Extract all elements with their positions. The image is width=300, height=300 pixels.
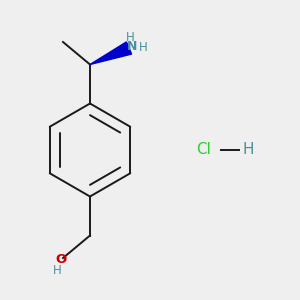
Text: N: N — [127, 40, 137, 53]
Text: H: H — [139, 41, 148, 54]
Text: Cl: Cl — [196, 142, 211, 158]
Text: H: H — [126, 31, 135, 44]
Text: H: H — [243, 142, 254, 158]
Text: O: O — [55, 253, 66, 266]
Polygon shape — [90, 42, 132, 64]
Text: H: H — [52, 263, 62, 277]
